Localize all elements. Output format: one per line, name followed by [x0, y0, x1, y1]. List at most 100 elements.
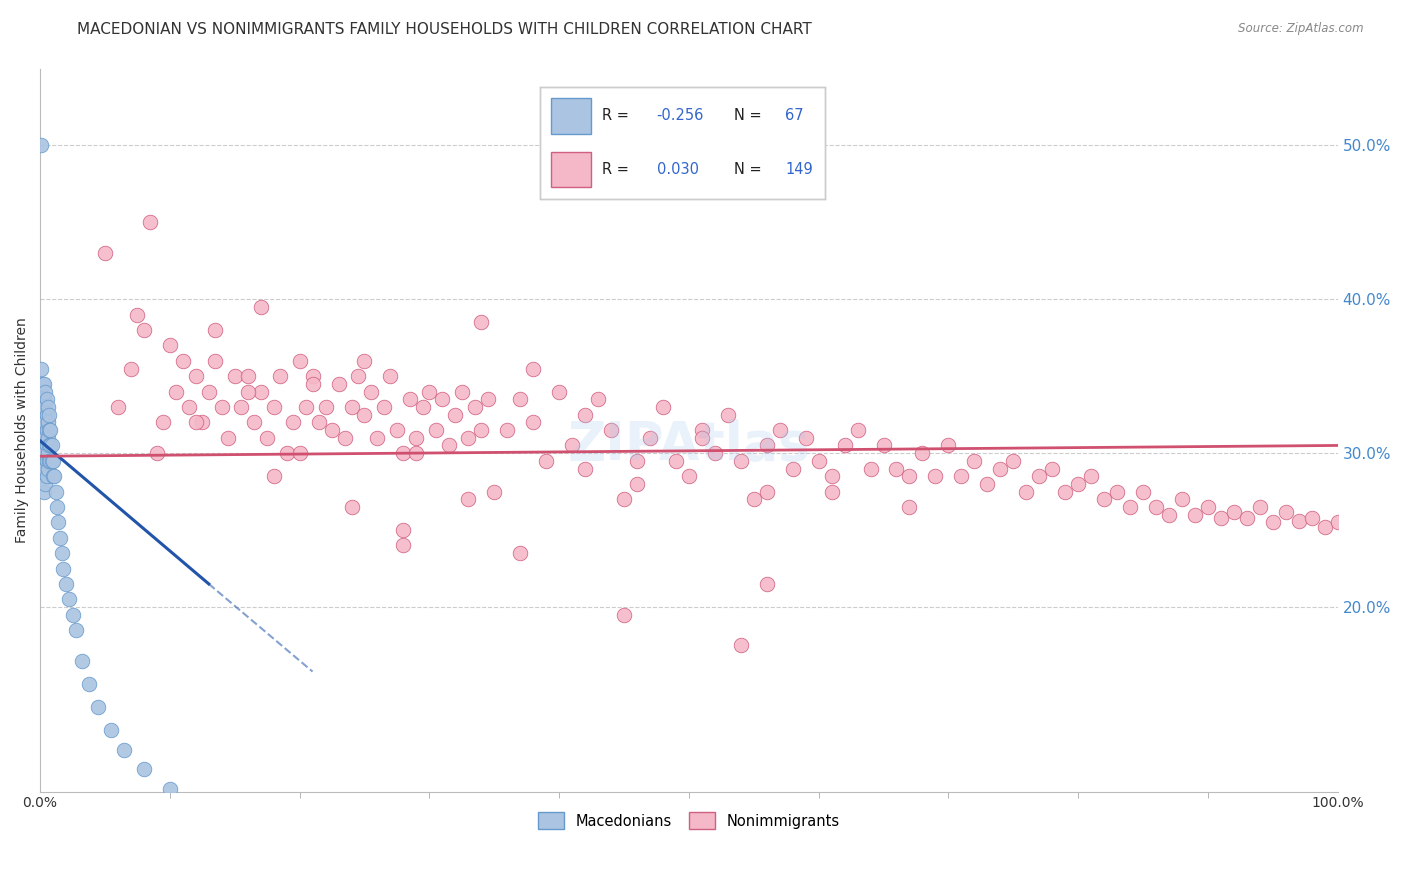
Point	[48, 531, 70, 545]
Point	[1184, 508, 1206, 522]
Point	[340, 500, 363, 514]
Point	[846, 423, 869, 437]
Point	[30, 138, 52, 153]
Point	[35, 392, 58, 407]
Point	[35, 423, 58, 437]
Point	[464, 400, 486, 414]
Point	[820, 469, 842, 483]
Point	[38, 408, 60, 422]
Point	[35, 469, 58, 483]
Point	[301, 376, 323, 391]
Point	[231, 400, 253, 414]
Point	[717, 408, 740, 422]
Point	[1261, 516, 1284, 530]
Point	[159, 338, 181, 352]
Point	[41, 438, 63, 452]
Point	[574, 461, 596, 475]
Point	[276, 446, 298, 460]
Point	[263, 400, 285, 414]
Point	[1040, 461, 1063, 475]
Point	[31, 392, 53, 407]
Point	[1326, 516, 1348, 530]
Point	[730, 454, 752, 468]
Point	[678, 469, 700, 483]
Point	[963, 454, 986, 468]
Point	[988, 461, 1011, 475]
Point	[1301, 510, 1323, 524]
Point	[224, 369, 246, 384]
Point	[1054, 484, 1077, 499]
Point	[522, 361, 544, 376]
Point	[146, 446, 169, 460]
Point	[561, 438, 583, 452]
Point	[281, 416, 304, 430]
Point	[360, 384, 382, 399]
Point	[31, 408, 53, 422]
Point	[353, 354, 375, 368]
Point	[32, 376, 55, 391]
Point	[328, 376, 350, 391]
Point	[1313, 520, 1336, 534]
Point	[120, 361, 142, 376]
Point	[32, 454, 55, 468]
Point	[340, 400, 363, 414]
Point	[30, 361, 52, 376]
Point	[42, 454, 65, 468]
Point	[39, 454, 62, 468]
Point	[256, 431, 278, 445]
Point	[924, 469, 946, 483]
Point	[37, 446, 59, 460]
Point	[347, 369, 370, 384]
Point	[522, 416, 544, 430]
Point	[236, 369, 259, 384]
Point	[34, 431, 56, 445]
Point	[37, 461, 59, 475]
Point	[665, 454, 688, 468]
Point	[898, 469, 921, 483]
Point	[288, 446, 311, 460]
Point	[1288, 514, 1310, 528]
Point	[45, 484, 67, 499]
Point	[1119, 500, 1142, 514]
Point	[30, 454, 52, 468]
Point	[859, 461, 882, 475]
Point	[243, 416, 266, 430]
Point	[31, 376, 53, 391]
Point	[46, 500, 69, 514]
Point	[32, 469, 55, 483]
Point	[353, 408, 375, 422]
Point	[100, 723, 122, 737]
Point	[742, 492, 765, 507]
Point	[38, 438, 60, 452]
Point	[703, 446, 725, 460]
Point	[574, 408, 596, 422]
Point	[509, 392, 531, 407]
Point	[755, 484, 778, 499]
Text: Source: ZipAtlas.com: Source: ZipAtlas.com	[1239, 22, 1364, 36]
Point	[886, 461, 908, 475]
Point	[1274, 505, 1296, 519]
Point	[32, 484, 55, 499]
Point	[1028, 469, 1050, 483]
Point	[249, 300, 271, 314]
Point	[127, 308, 149, 322]
Point	[392, 523, 415, 537]
Point	[159, 781, 181, 796]
Point	[1132, 484, 1154, 499]
Point	[38, 454, 60, 468]
Point	[31, 423, 53, 437]
Point	[31, 461, 53, 475]
Point	[690, 431, 713, 445]
Point	[1002, 454, 1025, 468]
Point	[418, 384, 440, 399]
Point	[165, 384, 187, 399]
Point	[392, 446, 415, 460]
Point	[315, 400, 337, 414]
Point	[1197, 500, 1219, 514]
Point	[191, 416, 214, 430]
Point	[1092, 492, 1115, 507]
Point	[114, 743, 136, 757]
Point	[38, 423, 60, 437]
Point	[269, 369, 291, 384]
Point	[58, 592, 80, 607]
